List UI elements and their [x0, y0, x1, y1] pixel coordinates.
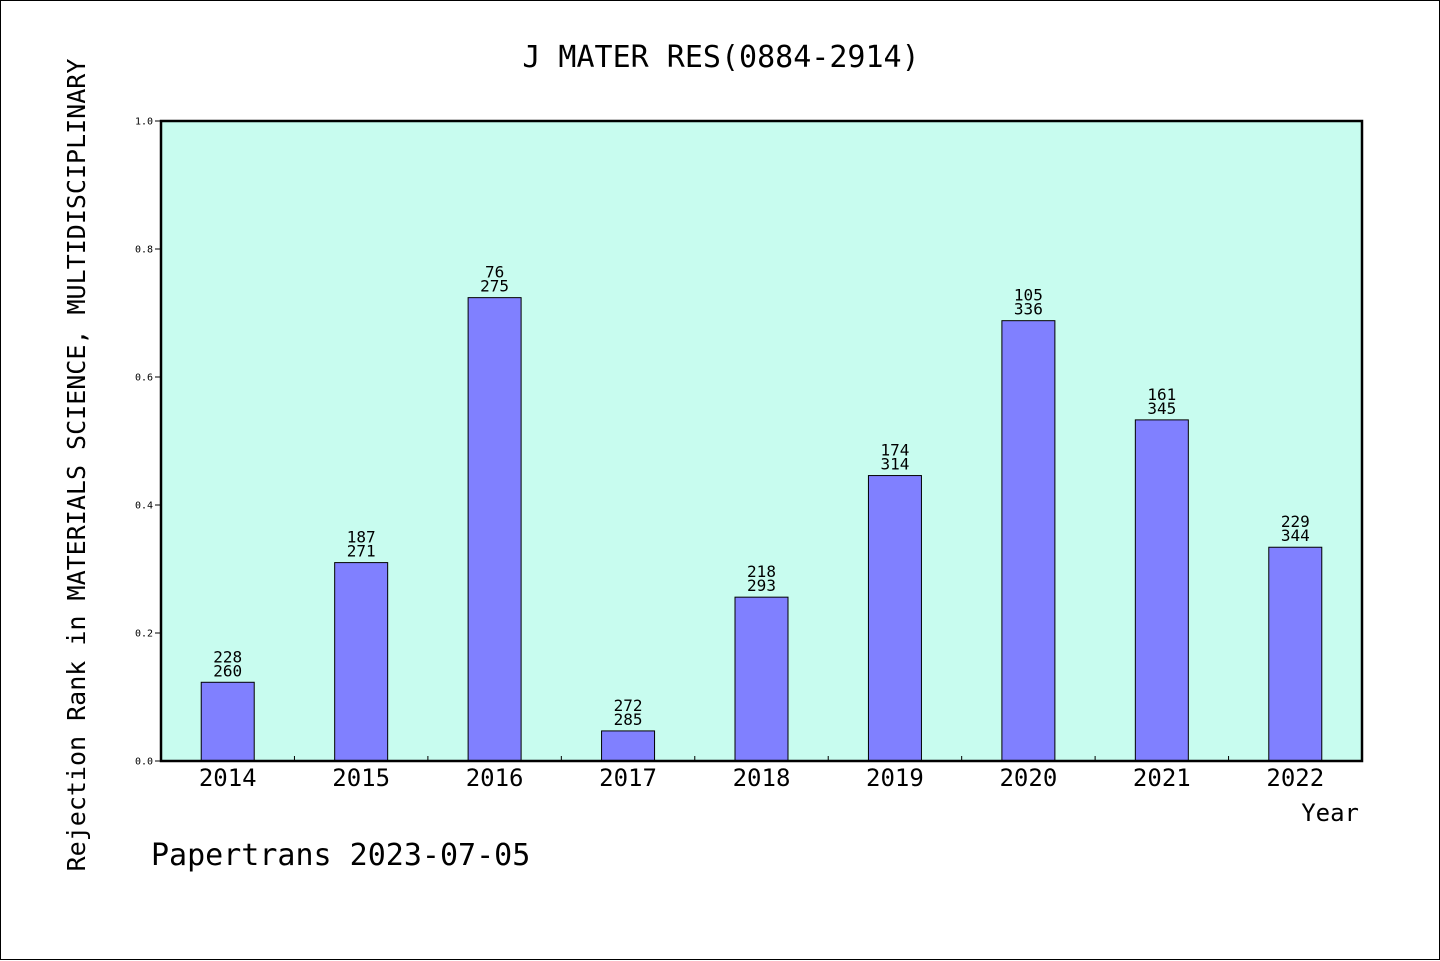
x-tick-label: 2021: [1133, 764, 1191, 792]
bar-total-label: 293: [747, 576, 776, 595]
x-axis-label: Year: [1301, 799, 1359, 827]
y-tick-label: 1.0: [135, 117, 153, 128]
bar-2022: [1268, 546, 1323, 762]
bar-2020: [1001, 320, 1056, 762]
x-tick-label: 2018: [733, 764, 791, 792]
bar-rank-label: 228: [213, 647, 242, 666]
x-tick-label: 2016: [466, 764, 524, 792]
y-tick-label: 0.0: [135, 757, 153, 768]
y-tick-label: 0.8: [135, 245, 153, 256]
bars-layer: [200, 297, 1323, 762]
chart-title: J MATER RES(0884-2914): [522, 40, 919, 75]
bar-rank-label: 105: [1014, 286, 1043, 305]
bar-rank-label: 187: [347, 528, 376, 547]
bar-2016: [467, 297, 522, 762]
bar-rank-label: 174: [880, 441, 909, 460]
x-tick-label: 2019: [866, 764, 924, 792]
bar-total-label: 275: [480, 277, 509, 296]
bar-total-label: 314: [880, 455, 909, 474]
bar-rank-label: 76: [485, 263, 504, 282]
bar-rank-label: 229: [1281, 512, 1310, 531]
bar-total-label: 336: [1014, 300, 1043, 319]
bar-total-label: 260: [213, 661, 242, 680]
bar-total-label: 285: [614, 710, 643, 729]
plot-border: [159, 119, 1364, 763]
bar-total-label: 344: [1281, 526, 1310, 545]
y-tick-label: 0.6: [135, 373, 153, 384]
bar-total-label: 345: [1147, 399, 1176, 418]
bar-2019: [867, 475, 922, 762]
bar-total-label: 271: [347, 542, 376, 561]
bar-2021: [1134, 419, 1189, 762]
bar-2018: [734, 596, 789, 762]
bar-2017: [601, 730, 656, 762]
y-tick-label: 0.2: [135, 629, 153, 640]
bar-2014: [200, 681, 255, 762]
x-tick-label: 2020: [999, 764, 1057, 792]
bar-rank-label: 161: [1147, 385, 1176, 404]
bar-rank-label: 272: [614, 696, 643, 715]
x-tick-label: 2022: [1266, 764, 1324, 792]
x-tick-label: 2017: [599, 764, 657, 792]
x-tick-label: 2014: [199, 764, 257, 792]
y-axis-label: Rejection Rank in MATERIALS SCIENCE, MUL…: [62, 59, 91, 872]
x-tick-label: 2015: [332, 764, 390, 792]
y-tick-label: 0.4: [135, 501, 153, 512]
bar-rank-label: 218: [747, 562, 776, 581]
footer-text: Papertrans 2023-07-05: [151, 838, 530, 873]
bar-2015: [334, 562, 389, 762]
